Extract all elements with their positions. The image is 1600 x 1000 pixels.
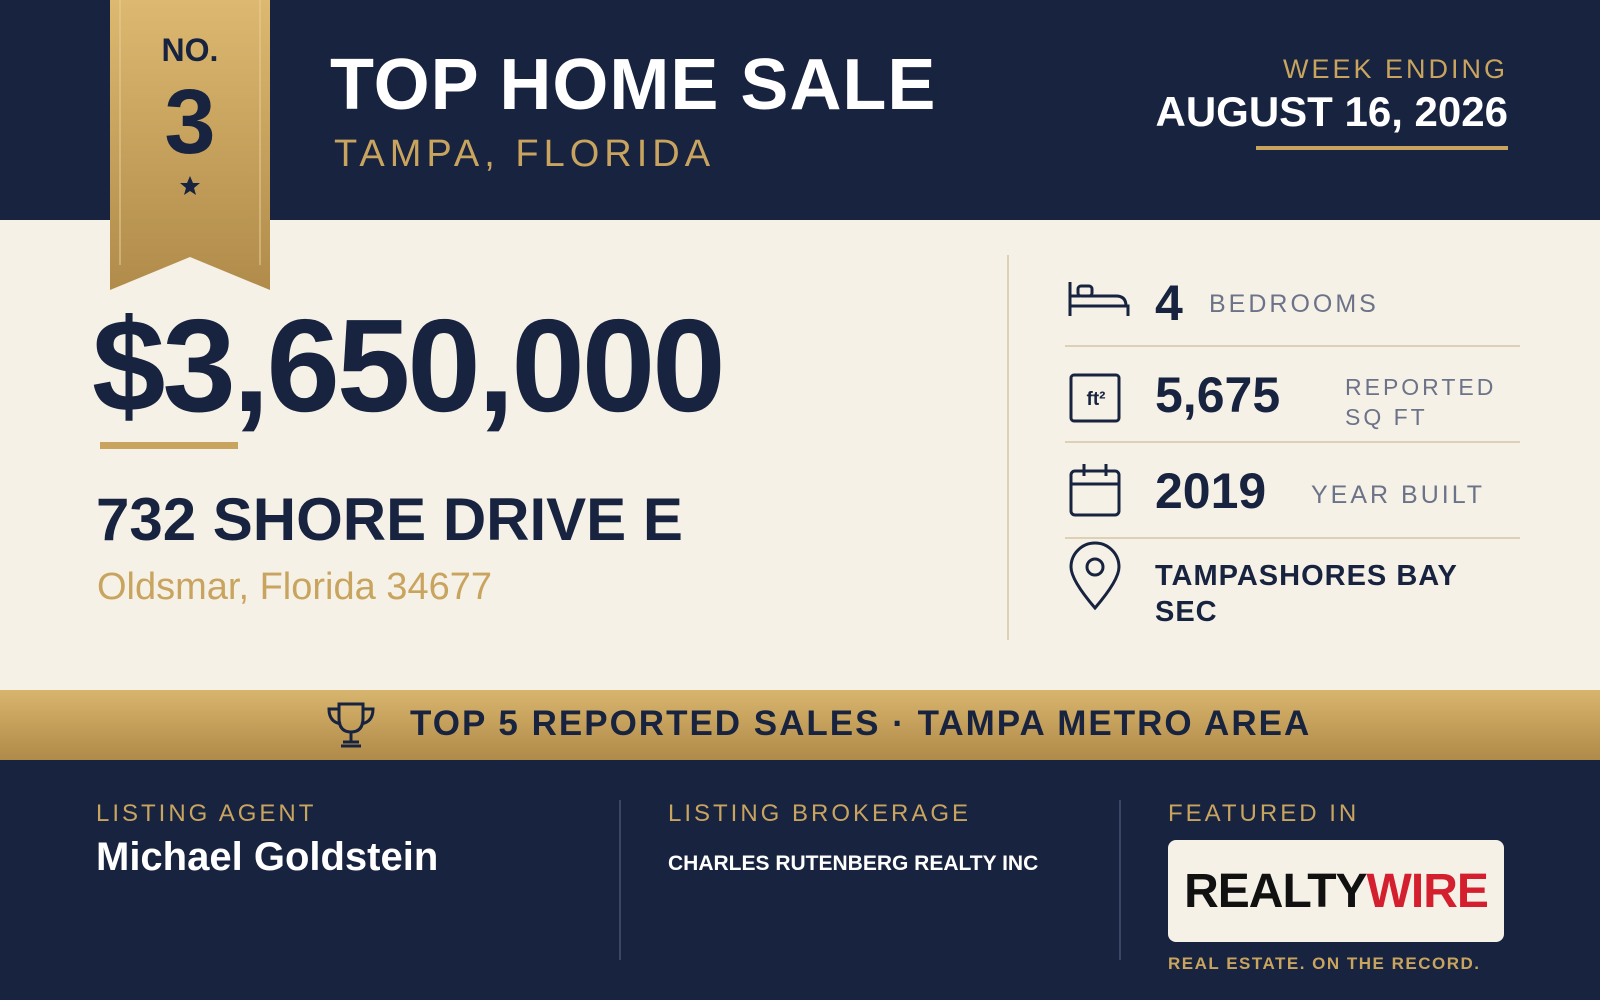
location: TAMPA, FLORIDA (334, 133, 716, 175)
brokerage-label: LISTING BROKERAGE (668, 800, 972, 827)
banner-text: TOP 5 REPORTED SALES · TAMPA METRO AREA (410, 704, 1312, 743)
title: TOP HOME SALE (330, 45, 937, 125)
subdivision: TAMPASHORES BAY SEC (1155, 560, 1458, 628)
badge-prefix: NO. (161, 32, 219, 68)
badge-rank: 3 (164, 71, 216, 173)
street: 732 SHORE DRIVE E (96, 486, 683, 553)
logo-box (1168, 840, 1504, 942)
detail-icons (1065, 282, 1520, 611)
logo-first: REALTY (1184, 865, 1367, 918)
week-date: AUGUST 16, 2026 (1155, 88, 1509, 135)
year-label: YEAR BUILT (1311, 481, 1486, 509)
date-underline (1256, 146, 1508, 150)
price: $3,650,000 (92, 292, 726, 439)
area-value: 5,675 (1155, 367, 1281, 423)
trophy-icon (327, 702, 375, 748)
city: Oldsmar, Florida 34677 (97, 566, 492, 608)
featured-label: FEATURED IN (1168, 800, 1360, 827)
week-label: WEEK ENDING (1282, 54, 1508, 84)
year-value: 2019 (1155, 463, 1267, 519)
tagline: REAL ESTATE. ON THE RECORD. (1168, 954, 1481, 973)
area-icon: ft² (1086, 389, 1106, 410)
area-label: REPORTED SQ FT (1345, 374, 1497, 430)
agent: Michael Goldstein (96, 835, 439, 879)
ribbon (110, 0, 270, 290)
divider (1007, 255, 1009, 640)
price-underline (100, 442, 238, 449)
footer-divider (619, 800, 621, 960)
agent-label: LISTING AGENT (96, 800, 317, 827)
footer-divider (1119, 800, 1121, 960)
logo-second: WIRE (1366, 865, 1489, 918)
bedrooms-label: BEDROOMS (1209, 290, 1379, 318)
banner-bar (0, 690, 1600, 760)
logo: REALTYWIRE (1168, 864, 1504, 919)
bedrooms-value: 4 (1155, 275, 1183, 331)
brokerage: CHARLES RUTENBERG REALTY INC (668, 852, 1039, 875)
